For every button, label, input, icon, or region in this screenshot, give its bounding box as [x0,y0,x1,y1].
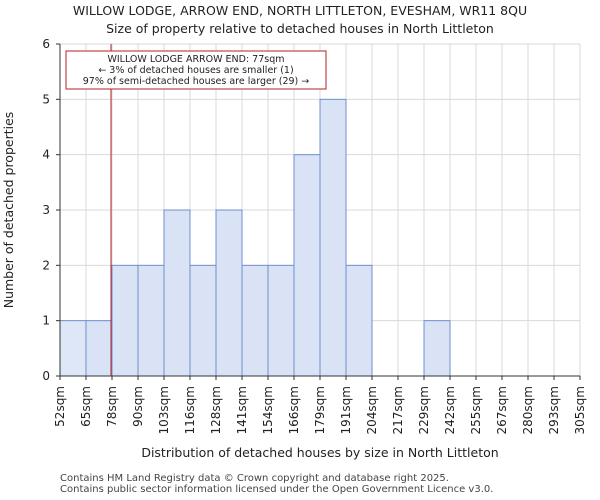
y-axis-title: Number of detached properties [1,112,16,309]
y-tick-label: 6 [42,37,50,51]
x-tick-label: 154sqm [261,386,275,434]
x-tick-label: 305sqm [573,386,587,434]
annotation-line: WILLOW LODGE ARROW END: 77sqm [107,54,284,65]
chart-title: WILLOW LODGE, ARROW END, NORTH LITTLETON… [72,3,528,18]
histogram-bar [215,209,243,377]
footer-copyright: Contains HM Land Registry data © Crown c… [60,473,449,484]
y-tick-label: 3 [42,203,50,217]
x-tick-label: 78sqm [105,386,119,427]
x-tick-label: 267sqm [495,386,509,434]
annotation-line: 97% of semi-detached houses are larger (… [83,76,310,87]
x-tick-label: 217sqm [391,386,405,434]
x-tick-label: 179sqm [313,386,327,434]
x-tick-label: 141sqm [235,386,249,434]
x-axis-title: Distribution of detached houses by size … [141,445,498,460]
y-tick-label: 4 [42,148,50,162]
x-tick-label: 293sqm [547,386,561,434]
x-tick-label: 229sqm [417,386,431,434]
y-tick-label: 5 [42,92,50,106]
annotation-box [65,50,327,90]
x-tick-label: 255sqm [469,386,483,434]
x-tick-label: 90sqm [131,386,145,427]
x-tick-label: 242sqm [443,386,457,434]
x-tick-label: 166sqm [287,386,301,434]
histogram-bar [293,154,321,377]
x-tick-label: 128sqm [209,386,223,434]
x-tick-label: 103sqm [157,386,171,434]
x-tick-label: 280sqm [521,386,535,434]
histogram-bar [85,320,113,377]
histogram-bar [319,98,347,377]
histogram-bar [345,264,373,377]
x-tick-label: 65sqm [79,386,93,427]
histogram-bar [163,209,191,377]
x-tick-label: 191sqm [339,386,353,434]
footer-licence: Contains public sector information licen… [60,484,494,495]
histogram-bar [59,320,87,377]
histogram-bar [111,264,139,377]
histogram-bar [267,264,295,377]
chart-subtitle: Size of property relative to detached ho… [106,21,494,36]
annotation-line: ← 3% of detached houses are smaller (1) [98,65,293,76]
histogram-bar [137,264,165,377]
x-tick-label: 204sqm [365,386,379,434]
y-tick-label: 0 [42,369,50,383]
histogram-bar [241,264,269,377]
x-tick-label: 52sqm [53,386,67,427]
histogram-bar [189,264,217,377]
y-tick-label: 2 [42,258,50,272]
y-tick-label: 1 [42,314,50,328]
x-tick-label: 116sqm [183,386,197,434]
histogram-bar [423,320,451,377]
